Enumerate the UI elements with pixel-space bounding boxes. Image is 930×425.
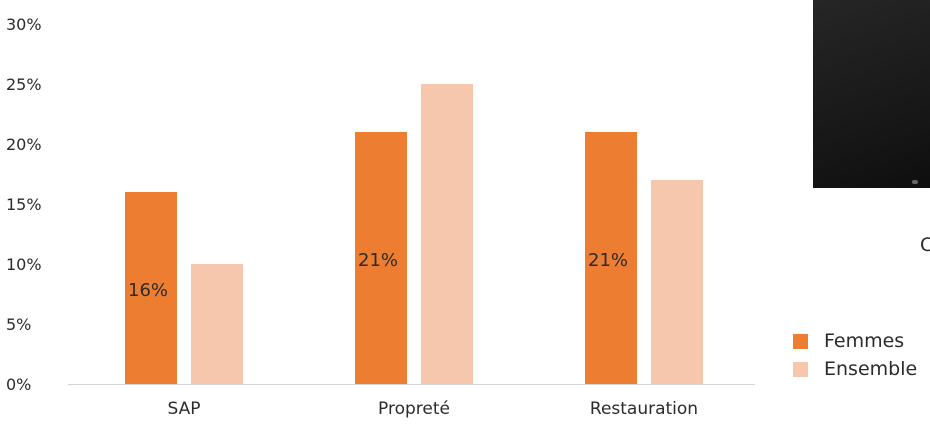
legend-label-ensemble: Ensemble xyxy=(824,357,918,380)
y-tick-label: 25% xyxy=(6,75,42,94)
y-tick-label: 30% xyxy=(6,15,42,34)
cropped-text-fragment: C xyxy=(920,234,930,256)
bar-femmes-1 xyxy=(355,132,407,384)
x-axis-ticks: SAP Propreté Restauration xyxy=(168,399,699,419)
bar-chart: 0% 5% 10% 15% 20% 25% 30% 16% 21% 21% SAP Propret… xyxy=(6,15,755,419)
y-tick-label: 15% xyxy=(6,195,42,214)
x-tick-label: Propreté xyxy=(378,399,450,419)
legend-swatch-femmes xyxy=(793,333,808,349)
y-tick-label: 5% xyxy=(6,315,31,334)
legend-item-femmes: Femmes xyxy=(793,329,917,353)
photo-detail xyxy=(912,180,918,184)
legend-swatch-ensemble xyxy=(793,361,808,377)
bar-data-label: 21% xyxy=(358,250,398,271)
dark-photo xyxy=(813,0,930,188)
y-tick-label: 20% xyxy=(6,135,42,154)
legend-label-femmes: Femmes xyxy=(824,329,905,352)
bar-ensemble-0 xyxy=(191,264,243,384)
x-tick-label: SAP xyxy=(168,399,201,419)
bar-femmes-0 xyxy=(125,192,177,384)
legend-item-ensemble: Ensemble xyxy=(793,357,917,381)
y-tick-label: 10% xyxy=(6,255,42,274)
bar-series xyxy=(125,84,703,384)
y-axis-ticks: 0% 5% 10% 15% 20% 25% 30% xyxy=(6,15,42,394)
bar-femmes-2 xyxy=(585,132,637,384)
bar-ensemble-2 xyxy=(651,180,703,384)
bar-data-label: 16% xyxy=(128,280,168,301)
chart-legend: Femmes Ensemble xyxy=(793,329,917,385)
bar-data-label: 21% xyxy=(588,250,628,271)
y-tick-label: 0% xyxy=(6,375,31,394)
bar-data-labels: 16% 21% 21% xyxy=(128,250,628,301)
x-tick-label: Restauration xyxy=(590,399,698,419)
bar-ensemble-1 xyxy=(421,84,473,384)
